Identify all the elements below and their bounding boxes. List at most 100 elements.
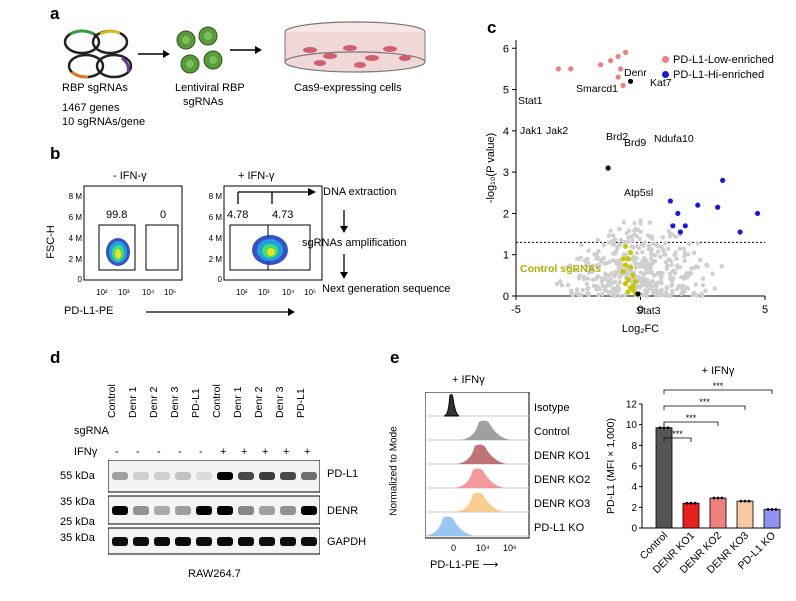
background-point — [677, 246, 682, 251]
data-point — [555, 66, 561, 72]
data-point — [608, 58, 614, 64]
background-point — [650, 278, 655, 284]
svg-text:0: 0 — [78, 275, 83, 284]
svg-text:8 M: 8 M — [69, 192, 83, 201]
background-point — [609, 270, 615, 276]
replicate-point — [712, 496, 716, 500]
bar-chart-title: + IFNγ — [702, 365, 735, 377]
replicate-point — [658, 426, 662, 430]
background-point — [649, 252, 654, 257]
histogram-row-label: DENR KO2 — [534, 474, 591, 486]
blot-denr — [108, 495, 320, 525]
histogram-row-label: DENR KO3 — [534, 498, 591, 510]
lane-label: Denr 2 — [148, 386, 160, 418]
background-point — [617, 279, 623, 285]
histogram-frame — [425, 392, 530, 539]
bar — [709, 497, 727, 529]
data-point — [622, 281, 629, 287]
background-point — [672, 252, 677, 258]
background-point — [595, 237, 600, 243]
background-point — [663, 241, 668, 246]
background-point — [599, 276, 605, 281]
kda-25: 25 kDa — [60, 516, 95, 528]
band — [154, 537, 170, 546]
background-point — [601, 242, 607, 248]
svg-text:6 M: 6 M — [209, 213, 223, 222]
replicate-point — [720, 496, 724, 500]
data-point — [625, 256, 631, 262]
y-tick-label: 0 — [503, 291, 509, 303]
replicate-point — [766, 508, 770, 511]
genes-count: 1467 genes — [62, 102, 120, 114]
y-tick-label: 4 — [631, 482, 637, 493]
background-point — [667, 271, 673, 276]
background-point — [684, 285, 690, 291]
background-point — [677, 264, 683, 270]
background-point — [704, 262, 709, 268]
background-point — [598, 257, 603, 262]
fsc-axis-label: FSC-H — [45, 225, 57, 259]
cond-plus-ifn: + IFN-γ — [238, 170, 275, 182]
data-point — [627, 264, 634, 270]
svg-text:4 M: 4 M — [69, 234, 83, 243]
highlight-point — [627, 78, 634, 84]
background-point — [689, 266, 694, 271]
histogram-curve — [451, 468, 505, 488]
step-sgrna-amplification: sgRNAs amplification — [302, 237, 407, 249]
gene-label: Stat3 — [636, 305, 661, 317]
histogram-curve — [457, 420, 511, 440]
band — [154, 472, 170, 480]
band — [133, 537, 149, 546]
lane-label: Control — [211, 384, 223, 418]
y-tick-label: 2 — [503, 208, 509, 220]
background-point — [606, 233, 612, 238]
background-point — [637, 264, 643, 269]
band — [280, 537, 296, 546]
background-point — [634, 250, 640, 256]
background-point — [648, 270, 653, 276]
band — [133, 472, 149, 480]
bar-y-label: PD-L1 (MFI × 1,000) — [605, 418, 617, 514]
dish-label: Cas9-expressing cells — [294, 82, 402, 94]
data-point — [630, 287, 636, 293]
y-tick-label: 12 — [626, 400, 638, 411]
background-point — [682, 250, 687, 255]
background-point — [695, 241, 700, 246]
background-point — [660, 271, 665, 276]
background-point — [652, 252, 657, 258]
step-dna-extraction: DNA extraction — [323, 186, 397, 198]
ifn-sign: - — [136, 446, 140, 458]
ifn-sign: + — [283, 446, 290, 458]
band — [259, 506, 275, 515]
data-point — [715, 204, 721, 210]
data-point — [632, 278, 639, 285]
svg-text:10⁵: 10⁵ — [304, 288, 316, 297]
kda-55: 55 kDa — [60, 470, 95, 482]
histogram-curve — [453, 444, 507, 464]
background-point — [691, 250, 697, 256]
background-point — [608, 228, 613, 234]
background-point — [616, 288, 621, 293]
background-point — [610, 242, 616, 248]
right-arrow-icon: ⟶ — [482, 559, 499, 571]
background-point — [565, 282, 571, 288]
background-point — [619, 272, 624, 278]
svg-text:8 M: 8 M — [209, 192, 223, 201]
hist-xtick-2: 10⁶ — [503, 543, 517, 553]
replicate-point — [716, 496, 720, 500]
background-point — [666, 246, 671, 252]
background-point — [700, 283, 706, 288]
hist-cond: + IFNγ — [452, 374, 485, 386]
background-point — [582, 258, 587, 264]
background-point — [574, 287, 580, 292]
band — [259, 472, 275, 480]
data-point — [615, 53, 621, 60]
band — [175, 472, 191, 480]
band — [112, 537, 128, 546]
background-point — [625, 239, 630, 244]
lane-label: Denr 1 — [127, 386, 139, 418]
significance-bracket — [663, 421, 719, 426]
background-point — [611, 233, 616, 238]
background-point — [710, 271, 715, 276]
data-point — [598, 62, 604, 68]
